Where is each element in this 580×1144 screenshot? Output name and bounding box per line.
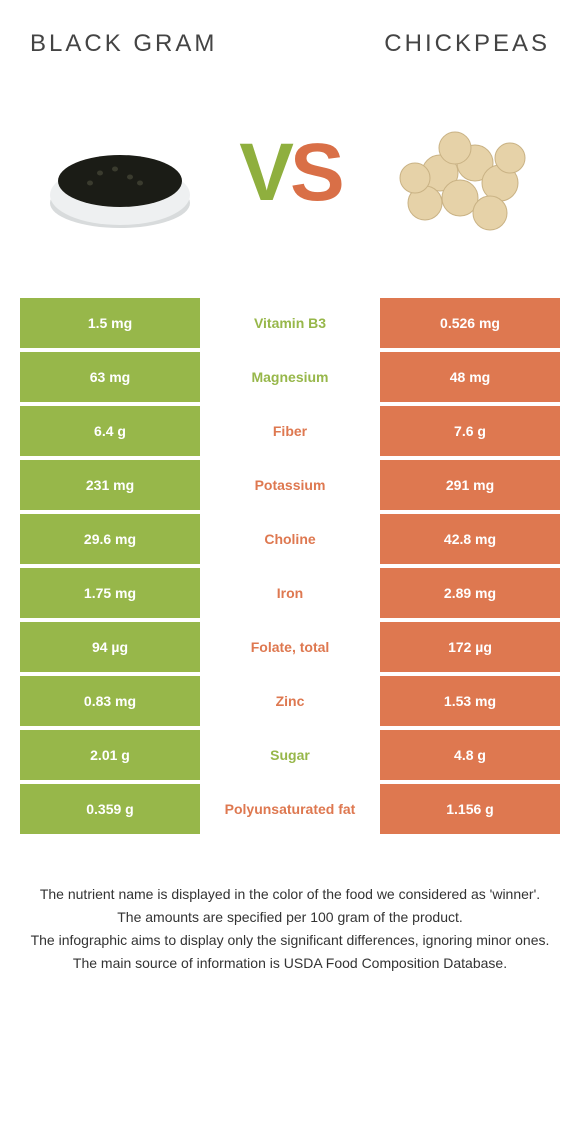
left-value: 63 mg bbox=[20, 352, 200, 402]
right-value: 48 mg bbox=[380, 352, 560, 402]
left-food-title: BLACK GRAM bbox=[30, 30, 217, 58]
right-value: 42.8 mg bbox=[380, 514, 560, 564]
table-row: 1.5 mgVitamin B30.526 mg bbox=[20, 298, 560, 348]
black-gram-image bbox=[40, 103, 200, 243]
right-value: 4.8 g bbox=[380, 730, 560, 780]
left-value: 1.5 mg bbox=[20, 298, 200, 348]
nutrient-label: Potassium bbox=[200, 460, 380, 510]
right-value: 291 mg bbox=[380, 460, 560, 510]
nutrient-label: Sugar bbox=[200, 730, 380, 780]
footer-line-2: The amounts are specified per 100 gram o… bbox=[30, 907, 550, 928]
table-row: 0.359 gPolyunsaturated fat1.156 g bbox=[20, 784, 560, 834]
left-value: 0.359 g bbox=[20, 784, 200, 834]
left-value: 6.4 g bbox=[20, 406, 200, 456]
hero-row: VS bbox=[20, 88, 560, 258]
nutrient-label: Iron bbox=[200, 568, 380, 618]
nutrient-label: Fiber bbox=[200, 406, 380, 456]
right-value: 1.156 g bbox=[380, 784, 560, 834]
left-value: 0.83 mg bbox=[20, 676, 200, 726]
left-value: 94 µg bbox=[20, 622, 200, 672]
vs-label: VS bbox=[239, 126, 340, 220]
right-value: 7.6 g bbox=[380, 406, 560, 456]
footer-notes: The nutrient name is displayed in the co… bbox=[20, 884, 560, 974]
table-row: 29.6 mgCholine42.8 mg bbox=[20, 514, 560, 564]
left-value: 1.75 mg bbox=[20, 568, 200, 618]
vs-s: S bbox=[290, 127, 341, 218]
table-row: 94 µgFolate, total172 µg bbox=[20, 622, 560, 672]
table-row: 63 mgMagnesium48 mg bbox=[20, 352, 560, 402]
nutrient-label: Folate, total bbox=[200, 622, 380, 672]
left-value: 231 mg bbox=[20, 460, 200, 510]
nutrient-label: Choline bbox=[200, 514, 380, 564]
table-row: 6.4 gFiber7.6 g bbox=[20, 406, 560, 456]
footer-line-4: The main source of information is USDA F… bbox=[30, 953, 550, 974]
table-row: 0.83 mgZinc1.53 mg bbox=[20, 676, 560, 726]
nutrient-label: Magnesium bbox=[200, 352, 380, 402]
chickpeas-image bbox=[380, 103, 540, 243]
left-value: 2.01 g bbox=[20, 730, 200, 780]
footer-line-1: The nutrient name is displayed in the co… bbox=[30, 884, 550, 905]
right-value: 2.89 mg bbox=[380, 568, 560, 618]
comparison-table: 1.5 mgVitamin B30.526 mg63 mgMagnesium48… bbox=[20, 298, 560, 834]
right-value: 0.526 mg bbox=[380, 298, 560, 348]
nutrient-label: Polyunsaturated fat bbox=[200, 784, 380, 834]
right-value: 1.53 mg bbox=[380, 676, 560, 726]
left-value: 29.6 mg bbox=[20, 514, 200, 564]
nutrient-label: Vitamin B3 bbox=[200, 298, 380, 348]
nutrient-label: Zinc bbox=[200, 676, 380, 726]
vs-v: V bbox=[239, 127, 290, 218]
table-row: 2.01 gSugar4.8 g bbox=[20, 730, 560, 780]
right-food-title: CHICKPEAS bbox=[384, 30, 550, 58]
table-row: 1.75 mgIron2.89 mg bbox=[20, 568, 560, 618]
table-row: 231 mgPotassium291 mg bbox=[20, 460, 560, 510]
footer-line-3: The infographic aims to display only the… bbox=[30, 930, 550, 951]
title-row: BLACK GRAM CHICKPEAS bbox=[20, 30, 560, 58]
right-value: 172 µg bbox=[380, 622, 560, 672]
